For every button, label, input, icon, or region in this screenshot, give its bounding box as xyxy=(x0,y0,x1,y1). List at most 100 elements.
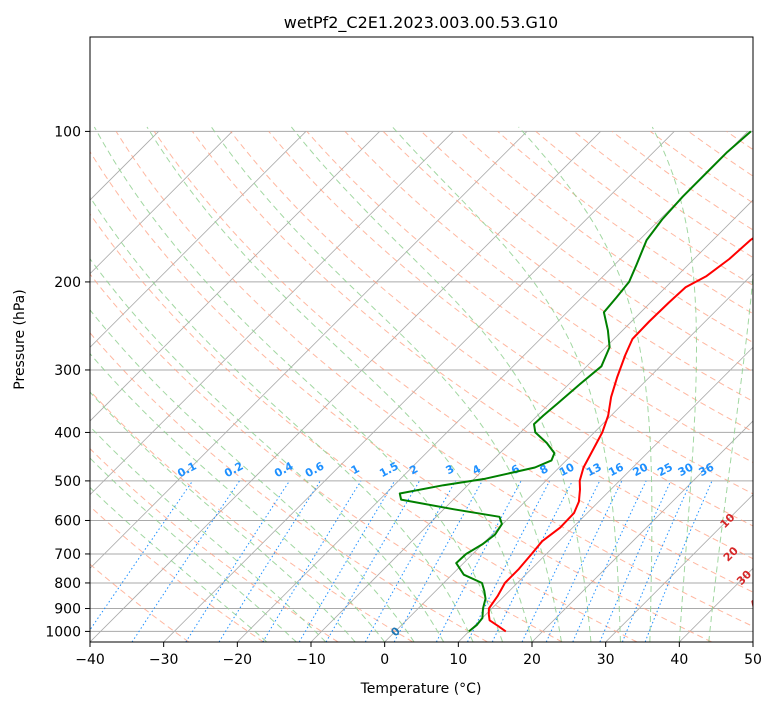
mixing-ratio-line xyxy=(599,480,672,642)
isotherm-gridlines xyxy=(0,131,753,642)
moist-adiabat-line xyxy=(90,486,268,642)
x-tick-label: 50 xyxy=(744,652,762,668)
isotherm-line xyxy=(310,199,753,642)
mixing-ratio-label: 10 xyxy=(557,460,577,479)
dry-adiabat-line xyxy=(344,131,753,433)
mixing-ratio-labels: 0.1 0.2 0.4 0.6 1 1.5 2 3 4 6 8 10 13 16 20 25 30 36 xyxy=(175,459,716,480)
dry-adiabat-line xyxy=(382,131,753,402)
dry-adiabat-line xyxy=(650,130,753,204)
mixing-ratio-line xyxy=(131,480,240,642)
isotherm-line xyxy=(752,641,753,642)
mixing-ratio-line xyxy=(185,480,290,642)
moist-adiabat-line xyxy=(90,257,445,642)
moist-adiabat-line xyxy=(90,457,297,642)
y-tick-label: 100 xyxy=(54,124,81,140)
isotherm-line xyxy=(605,494,753,642)
mixing-ratio-line xyxy=(467,480,551,642)
x-tick-label: 0 xyxy=(380,652,389,668)
y-tick-label: 900 xyxy=(54,602,81,618)
moist-adiabat-label: 20 xyxy=(721,544,741,564)
chart-title: wetPf2_C2E1.2023.003.00.53.G10 xyxy=(284,13,558,33)
mixing-ratio-label: 0.1 xyxy=(175,459,198,480)
mixing-ratio-lines xyxy=(90,480,713,642)
isotherm-line xyxy=(90,131,380,422)
dry-adiabat-line xyxy=(306,131,753,464)
mixing-ratio-label: 25 xyxy=(655,460,675,479)
dry-adiabat-line xyxy=(153,131,753,593)
mixing-ratio-line xyxy=(435,480,522,642)
dry-adiabat-line xyxy=(90,563,190,642)
x-tick-label: −20 xyxy=(223,652,253,668)
dry-adiabat-line xyxy=(90,150,712,642)
isotherm-line xyxy=(90,131,601,642)
dry-adiabat-line xyxy=(459,131,753,344)
isotherm-line xyxy=(679,567,753,642)
mixing-ratio-label: 2 xyxy=(407,462,420,477)
x-tick-label: 30 xyxy=(597,652,615,668)
isotherm-line xyxy=(90,131,233,275)
x-tick-label: 20 xyxy=(523,652,541,668)
mixing-ratio-line xyxy=(572,480,647,642)
mixing-ratio-label: 1 xyxy=(349,462,362,477)
isotherm-line xyxy=(384,273,753,642)
isotherm-line xyxy=(90,131,454,496)
dry-adiabats xyxy=(90,130,753,642)
mixing-ratio-line xyxy=(545,480,623,642)
moist-adiabats xyxy=(90,126,753,642)
plot-area: 0.1 0.2 0.4 0.6 1 1.5 2 3 4 6 8 10 13 16 20 25 30 36 0 10… xyxy=(0,126,767,642)
y-tick-label: 600 xyxy=(54,513,81,529)
moist-adiabat-line xyxy=(93,126,503,642)
temperature-line xyxy=(487,237,753,633)
moist-adiabat-line xyxy=(90,309,415,642)
dry-adiabat-line xyxy=(611,131,753,231)
moist-adiabat-line xyxy=(210,126,562,642)
moist-adiabat-line xyxy=(90,352,386,642)
isotherm-line xyxy=(458,346,753,642)
mixing-ratio-label: 4 xyxy=(470,462,483,477)
moist-adiabat-label: 10 xyxy=(718,511,738,531)
mixing-ratio-line xyxy=(325,480,420,642)
dry-adiabat-line xyxy=(90,213,638,642)
mixing-ratio-line xyxy=(90,480,194,631)
dry-adiabat-line xyxy=(573,131,753,259)
y-tick-label: 1000 xyxy=(45,624,81,640)
isotherm-line xyxy=(0,131,11,642)
mixing-ratio-label: 0.6 xyxy=(303,459,327,480)
mixing-ratio-line xyxy=(262,480,362,642)
y-tick-label: 800 xyxy=(54,576,81,592)
y-tick-label: 400 xyxy=(54,425,81,441)
moist-adiabat-line xyxy=(392,126,621,642)
x-axis-label: Temperature (°C) xyxy=(360,681,482,697)
y-tick-label: 500 xyxy=(54,474,81,490)
x-tick-label: −40 xyxy=(75,652,105,668)
dry-adiabat-line xyxy=(688,130,753,177)
moist-adiabat-line xyxy=(90,196,474,642)
mixing-ratio-line xyxy=(298,480,396,642)
isobar-gridlines xyxy=(90,130,753,632)
mixing-ratio-label: 30 xyxy=(676,460,696,479)
y-axis-label: Pressure (hPa) xyxy=(12,289,28,389)
mixing-ratio-label: 1.5 xyxy=(377,460,400,481)
moist-adiabat-line xyxy=(651,126,697,642)
mixing-ratio-line xyxy=(521,480,601,642)
moist-adiabat-label: 40 xyxy=(747,591,767,611)
plot-frame xyxy=(89,36,754,643)
mixing-ratio-label: 0.2 xyxy=(222,459,245,480)
dewpoint-line xyxy=(398,130,752,633)
x-tick-label: 40 xyxy=(670,652,688,668)
y-tick-label: 300 xyxy=(54,363,81,379)
x-axis-ticks: −40 −30 −20 −10 0 10 20 30 40 50 xyxy=(75,642,762,668)
isotherm-line xyxy=(531,420,753,642)
x-tick-label: −10 xyxy=(296,652,326,668)
moist-adiabat-line xyxy=(518,126,653,642)
mixing-ratio-line xyxy=(621,480,692,642)
moist-adiabat-label: 30 xyxy=(734,568,754,588)
isotherm-line xyxy=(237,131,749,642)
dry-adiabat-line xyxy=(90,273,563,642)
moist-adiabat-line xyxy=(146,126,533,642)
mixing-ratio-label: 0.4 xyxy=(272,459,296,480)
isotherm-line xyxy=(163,131,675,642)
x-tick-label: 10 xyxy=(449,652,467,668)
mixing-ratio-label: 13 xyxy=(584,460,604,479)
